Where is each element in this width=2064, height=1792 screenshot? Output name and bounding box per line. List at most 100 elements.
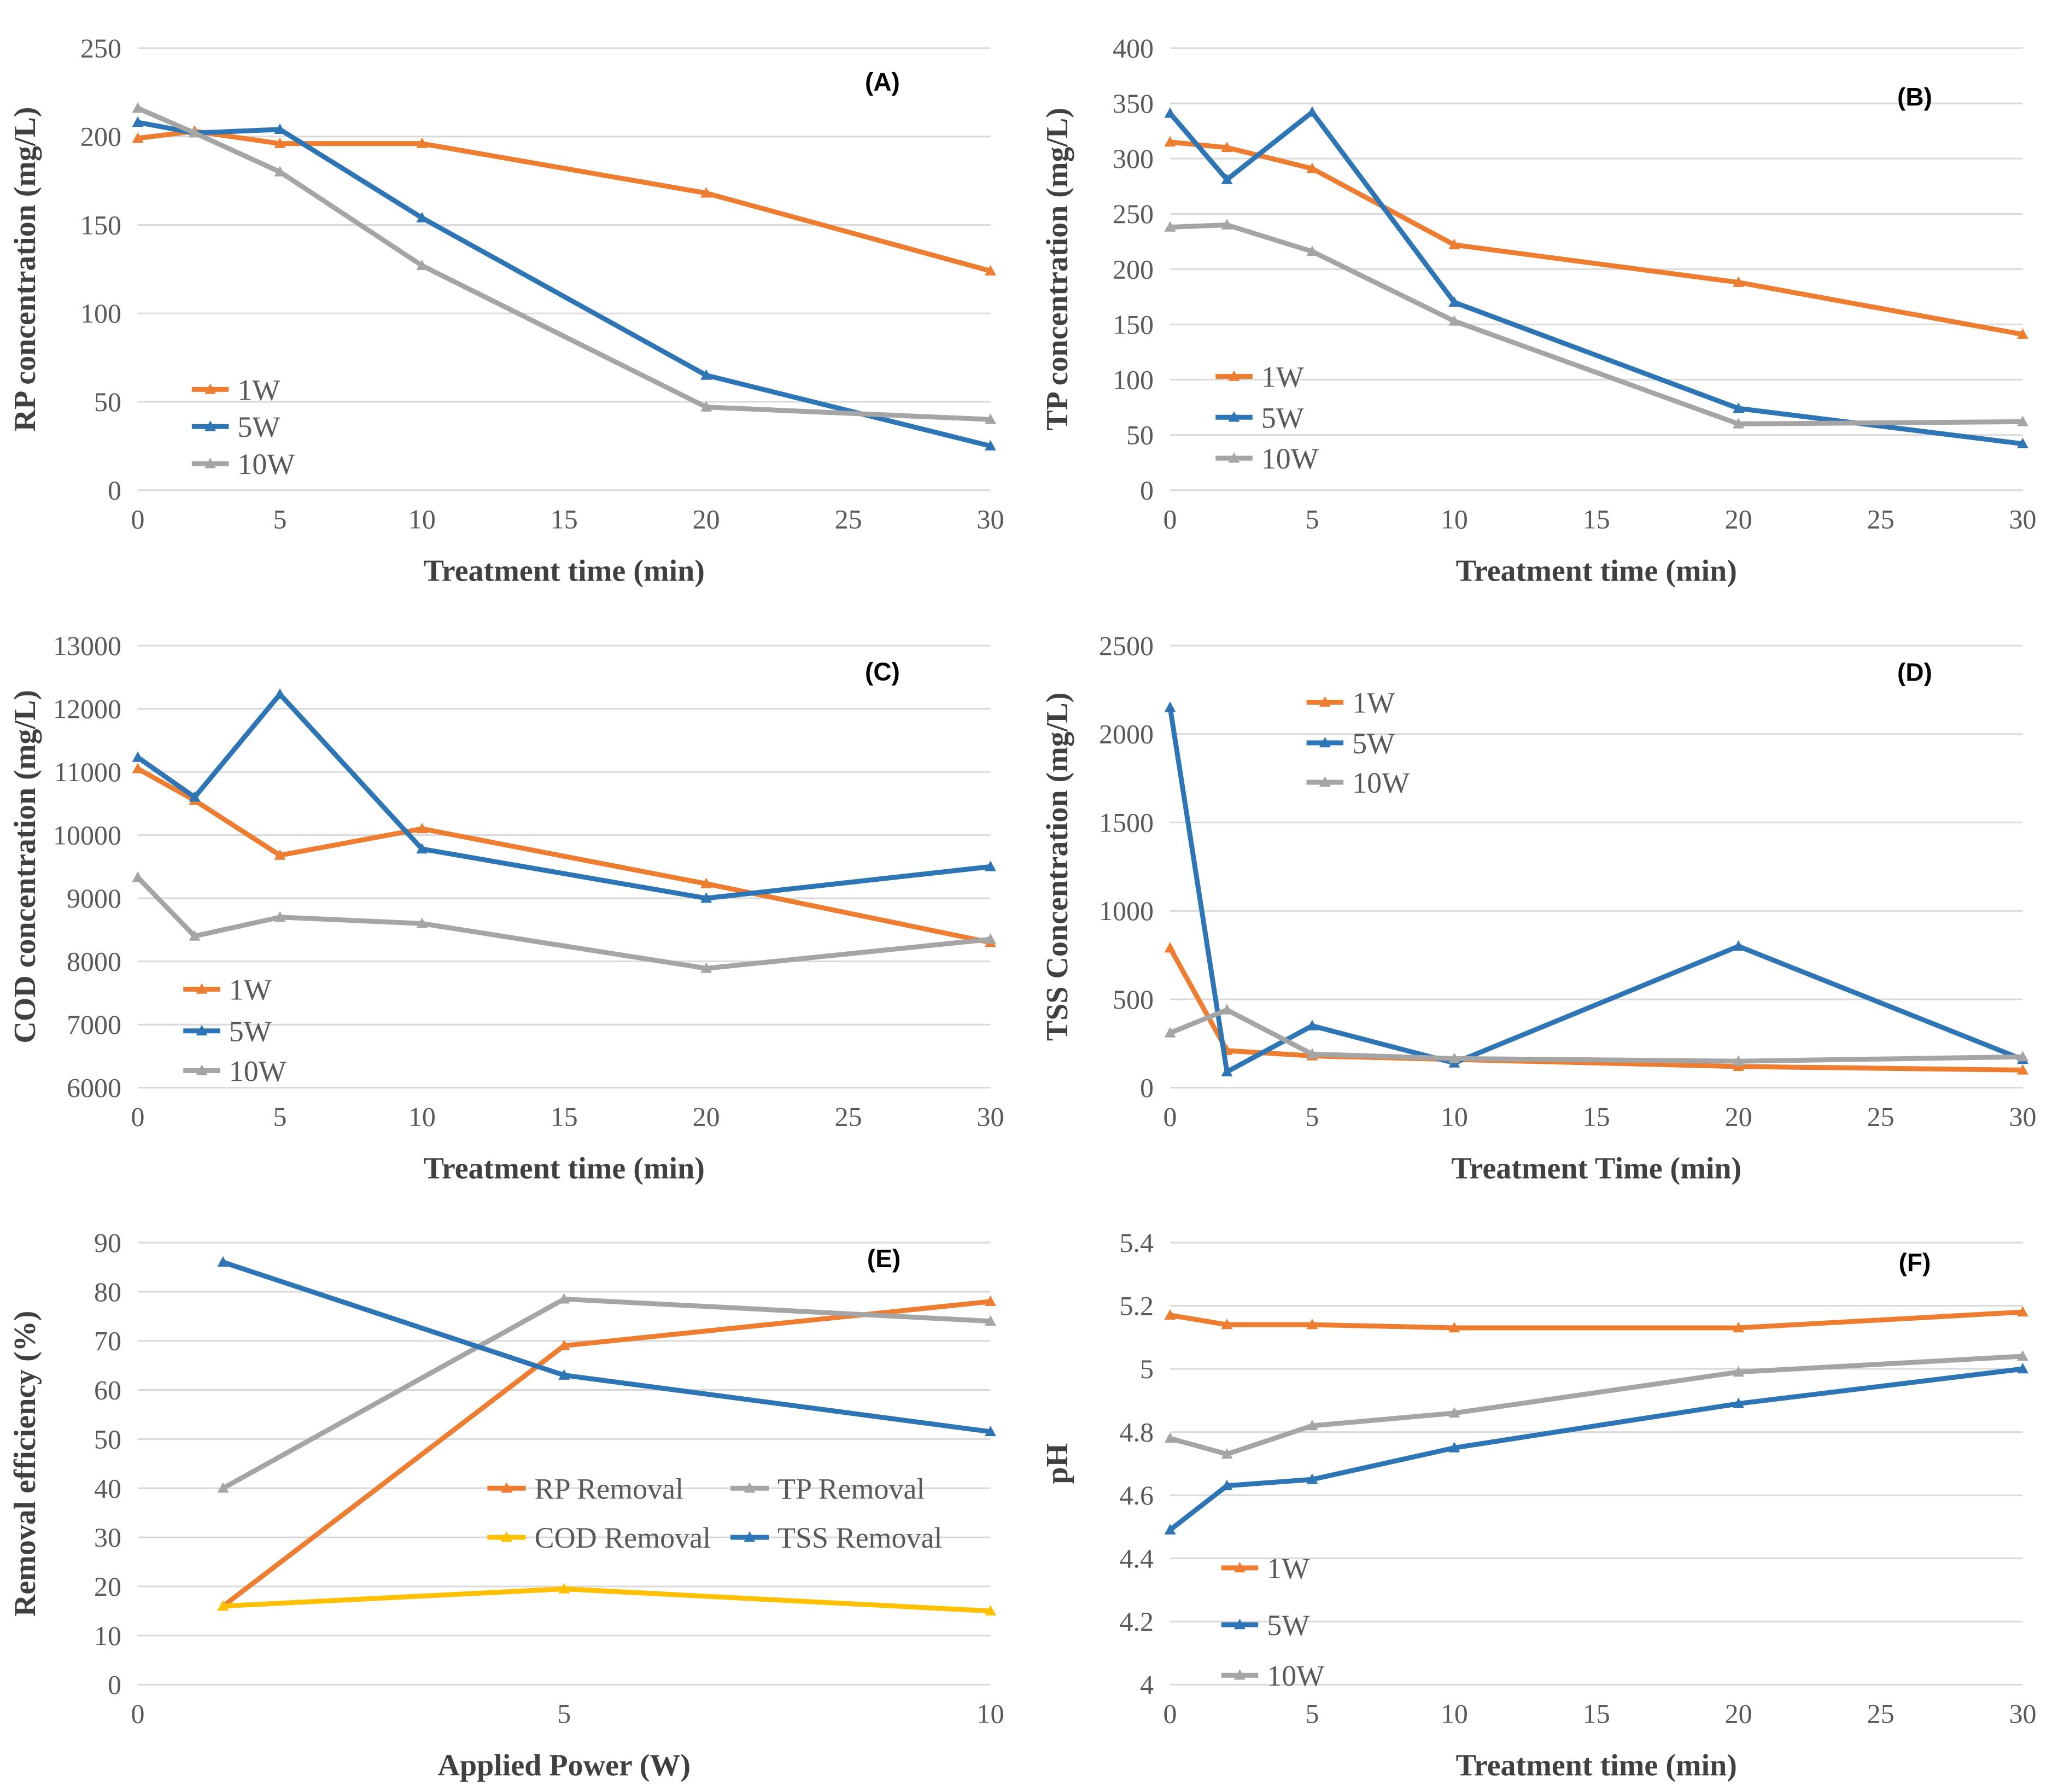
data-point-marker — [1448, 1407, 1460, 1418]
data-point-marker — [985, 1426, 996, 1437]
y-tick-label: 500 — [1113, 984, 1154, 1015]
legend-key-marker — [501, 1531, 512, 1542]
y-tick-label: 40 — [94, 1473, 121, 1504]
x-tick-label: 15 — [1582, 1101, 1610, 1132]
series-line-10W — [1167, 1354, 2025, 1457]
y-tick-label: 2500 — [1099, 630, 1154, 661]
y-tick-label: 90 — [94, 1227, 121, 1258]
y-tick-label: 12000 — [53, 693, 121, 724]
data-point-marker — [274, 137, 286, 148]
x-tick-label: 20 — [693, 504, 720, 535]
legend-label: COD Removal — [535, 1521, 711, 1554]
data-point-marker — [1732, 1366, 1744, 1377]
data-point-marker — [2016, 437, 2028, 449]
x-axis-title: Applied Power (W) — [438, 1749, 691, 1783]
y-tick-label: 50 — [1126, 420, 1154, 450]
data-point-marker — [1221, 173, 1232, 184]
chart-panel-A: 0 50 100 150 200 250 0 5 10 15 20 25 30 RP concentrat… — [8, 33, 1004, 588]
data-point-marker — [132, 102, 144, 113]
x-tick-label: 25 — [1867, 1101, 1894, 1132]
x-tick-label: 10 — [1440, 1699, 1467, 1729]
data-point-marker — [274, 166, 286, 177]
series-line-5W — [135, 692, 993, 901]
x-tick-label: 30 — [2009, 504, 2036, 535]
y-tick-label: 100 — [1113, 365, 1154, 395]
series-line-10W — [1167, 1007, 2025, 1064]
panel-D: 0 500 1000 1500 2000 2500 0 5 10 15 20 25 30 TSS Conc… — [1032, 598, 2064, 1195]
legend-label: 10W — [1352, 766, 1410, 799]
data-point-marker — [132, 762, 144, 774]
legend-key-marker — [1228, 452, 1239, 463]
legend-label: 1W — [237, 373, 280, 406]
legend-key-marker — [1319, 776, 1331, 787]
legend-key-marker — [1233, 1562, 1246, 1573]
legend-label: RP Removal — [535, 1473, 684, 1506]
data-point-marker — [1164, 941, 1176, 953]
x-tick-label: 10 — [1440, 1101, 1467, 1132]
y-axis-title: pH — [1040, 1443, 1074, 1484]
data-point-marker — [2016, 1350, 2028, 1361]
y-tick-label: 7000 — [67, 1009, 121, 1040]
x-tick-label: 20 — [1724, 1699, 1752, 1729]
y-tick-label: 0 — [108, 1670, 121, 1700]
data-point-marker — [1306, 1047, 1318, 1059]
x-tick-label: 0 — [1163, 1101, 1177, 1132]
y-tick-label: 0 — [1140, 475, 1154, 506]
data-point-marker — [416, 137, 428, 148]
data-point-marker — [274, 849, 286, 860]
x-tick-label: 0 — [131, 1699, 145, 1729]
x-tick-label: 20 — [693, 1101, 720, 1132]
legend-label: 10W — [229, 1055, 286, 1087]
y-tick-label: 70 — [94, 1326, 121, 1356]
y-tick-label: 4.6 — [1119, 1480, 1154, 1510]
data-point-marker — [217, 1482, 229, 1493]
data-point-marker — [416, 842, 428, 853]
series-line-5W — [1167, 109, 2025, 447]
data-point-marker — [1164, 1027, 1176, 1038]
x-tick-label: 30 — [977, 504, 1004, 535]
data-point-marker — [274, 688, 286, 699]
data-point-marker — [2016, 1050, 2028, 1062]
data-point-marker — [1732, 418, 1744, 429]
y-tick-label: 200 — [1113, 254, 1154, 284]
y-tick-label: 4 — [1140, 1670, 1154, 1700]
data-point-marker — [1164, 1524, 1176, 1535]
legend-key-marker — [196, 1064, 208, 1075]
data-point-marker — [217, 1256, 229, 1267]
data-point-marker — [985, 413, 996, 424]
x-tick-label: 20 — [1724, 1101, 1752, 1132]
legend-key-marker — [1233, 1669, 1246, 1680]
data-point-marker — [700, 962, 712, 973]
data-point-marker — [2016, 328, 2028, 339]
legend-key-marker — [196, 983, 208, 994]
x-tick-label: 25 — [1867, 504, 1894, 535]
y-tick-label: 50 — [94, 386, 121, 417]
data-point-marker — [700, 892, 712, 903]
panel-A: 0 50 100 150 200 250 0 5 10 15 20 25 30 RP concentrat… — [0, 0, 1032, 598]
x-tick-label: 10 — [1440, 504, 1467, 535]
data-point-marker — [1221, 1319, 1232, 1330]
panel-C: 6000 7000 8000 9000 10000 11000 12000 13000 0 5 10… — [0, 598, 1032, 1195]
series-line-TSS-Removal — [220, 1260, 993, 1434]
data-point-marker — [1164, 107, 1176, 118]
data-point-marker — [1306, 1319, 1318, 1330]
x-axis-title: Treatment time (min) — [424, 1151, 705, 1185]
x-tick-label: 5 — [1305, 504, 1319, 535]
series-line-RP-Removal — [220, 1299, 993, 1609]
legend-label: TSS Removal — [777, 1521, 943, 1554]
y-tick-label: 20 — [94, 1571, 121, 1602]
x-tick-label: 5 — [273, 1101, 286, 1132]
data-point-marker — [217, 1600, 229, 1611]
data-point-marker — [1221, 141, 1232, 153]
x-tick-label: 0 — [131, 1101, 145, 1132]
legend-key-marker — [744, 1531, 756, 1542]
x-tick-label: 0 — [1163, 1699, 1177, 1729]
x-tick-label: 30 — [2009, 1699, 2036, 1729]
data-point-marker — [700, 369, 712, 380]
y-tick-label: 9000 — [67, 883, 121, 913]
data-point-marker — [132, 132, 144, 143]
y-tick-label: 5 — [1140, 1354, 1154, 1384]
data-point-marker — [985, 933, 996, 944]
legend-key-marker — [204, 458, 217, 469]
y-tick-label: 200 — [80, 121, 121, 152]
